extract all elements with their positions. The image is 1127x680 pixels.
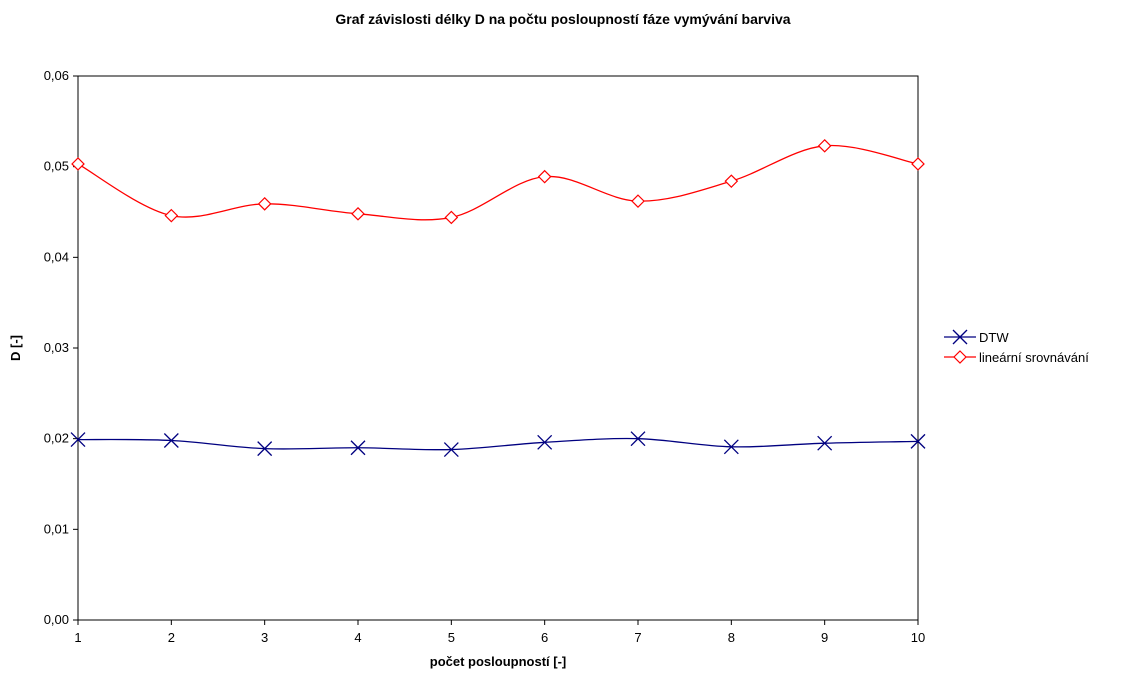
linearni-srovnavani-point [817,138,832,153]
y-tick-label: 0,06 [44,68,69,83]
y-tick-label: 0,03 [44,340,69,355]
linearni-srovnavani-point [71,157,85,171]
legend-label: DTW [979,330,1009,345]
legend: DTW lineární srovnávání [944,329,1089,365]
linearni-srovnavani-point [351,206,365,221]
dtw-point [70,432,86,448]
y-axis-label: D [-] [8,335,23,361]
dtw-point [350,440,366,456]
y-axis: 0,00 0,01 0,02 0,03 0,04 0,05 0,06 [44,68,78,627]
dtw-point [630,431,646,447]
y-tick-label: 0,00 [44,612,69,627]
dtw-point [537,434,553,450]
series-layer [70,138,926,458]
linearni-srovnavani-point [724,174,739,189]
dtw-point [443,442,459,458]
plot-area [77,75,919,621]
legend-label: lineární srovnávání [979,350,1089,365]
legend-marker [953,350,967,364]
dtw-point [723,439,739,455]
y-tick-label: 0,02 [44,431,69,446]
linearni-srovnavani-point [631,194,645,208]
y-tick-label: 0,04 [44,249,69,264]
dtw-point [163,433,179,448]
x-axis-label: počet posloupností [-] [430,654,566,669]
x-axis: 1 2 3 4 5 6 7 8 9 10 [74,620,925,645]
x-tick-label: 9 [821,630,828,645]
linearni-srovnavani-point [164,208,179,223]
x-tick-label: 10 [911,630,925,645]
x-tick-label: 7 [634,630,641,645]
x-tick-label: 3 [261,630,268,645]
x-tick-label: 1 [74,630,81,645]
linearni-srovnavani-point [257,196,272,211]
series-line-dtw [77,437,919,451]
x-tick-label: 8 [728,630,735,645]
x-tick-label: 5 [448,630,455,645]
linearni-srovnavani-point [911,157,925,171]
y-tick-label: 0,05 [44,159,69,174]
dtw-point [257,441,273,457]
y-tick-label: 0,01 [44,521,69,536]
series-line-linearni-srovnavani [77,144,919,221]
linearni-srovnavani-point [444,210,459,225]
chart-title: Graf závislosti délky D na počtu posloup… [335,11,790,27]
linearni-srovnavani-point [537,169,552,184]
x-tick-label: 4 [354,630,361,645]
legend-marker [952,329,968,345]
dtw-point [817,435,833,451]
x-tick-label: 2 [168,630,175,645]
dtw-point [910,433,926,449]
x-tick-label: 6 [541,630,548,645]
